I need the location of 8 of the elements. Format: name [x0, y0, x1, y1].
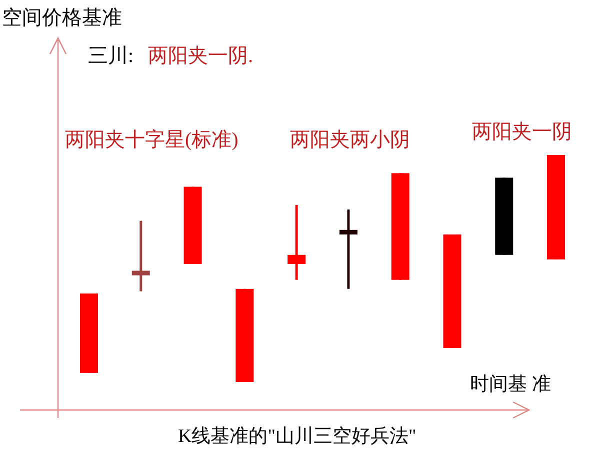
- annotation: 两阳夹一阴.: [148, 45, 253, 67]
- title: K线基准的"山川三空好兵法": [178, 426, 416, 447]
- annotation: 两阳夹十字星(标准): [65, 129, 238, 151]
- annotation: 两阳夹两小阴: [290, 129, 410, 151]
- annotation: 三川:: [88, 45, 134, 67]
- annotation: 空间价格基准: [2, 7, 122, 29]
- annotation: 两阳夹一阴: [472, 121, 572, 143]
- xlabel: 时间基 准: [470, 374, 551, 395]
